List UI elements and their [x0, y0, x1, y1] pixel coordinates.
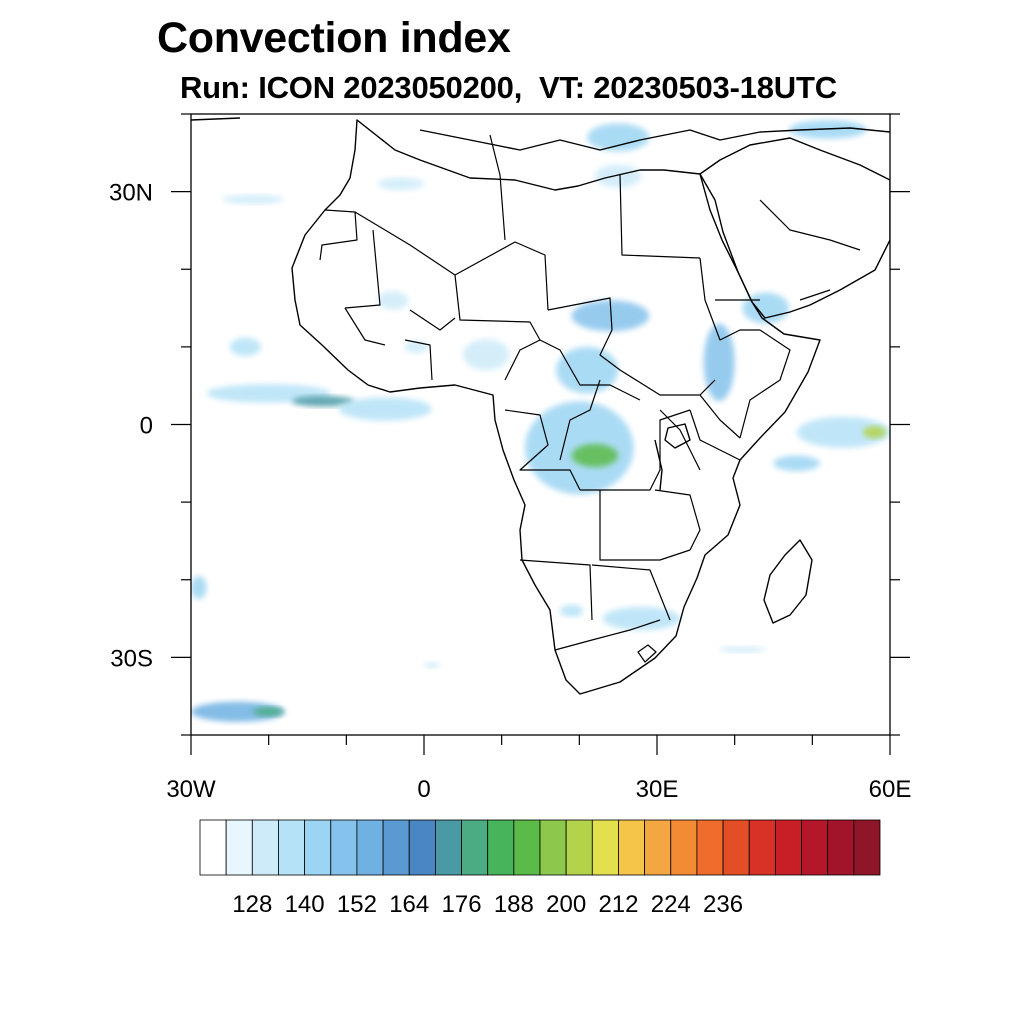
colorbar-label: 224: [651, 891, 691, 918]
colorbar-swatch: [356, 819, 384, 876]
colorbar-swatch: [278, 819, 306, 876]
colorbar-swatch: [225, 819, 253, 876]
colorbar-swatch: [513, 819, 541, 876]
colorbar-swatch: [487, 819, 515, 876]
convection-patch: [602, 606, 681, 631]
colorbar-swatch: [827, 819, 855, 876]
lon-tick-label: 0: [417, 776, 430, 803]
colorbar-label: 140: [285, 891, 325, 918]
convection-patch: [703, 323, 735, 402]
lat-tick-label: 30N: [109, 180, 153, 207]
colorbar-swatch: [670, 819, 698, 876]
colorbar-label: 152: [337, 891, 377, 918]
convection-patch: [291, 395, 355, 407]
lat-tick-label: 30S: [110, 645, 153, 672]
convection-patch: [191, 575, 207, 600]
madagascar-coastline: [763, 539, 813, 624]
colorbar-label: 128: [232, 891, 272, 918]
lon-tick-label: 30W: [166, 776, 216, 803]
convection-patch: [571, 443, 619, 468]
lon-tick-label: 30E: [636, 776, 679, 803]
colorbar-swatch: [696, 819, 724, 876]
coastlines-and-borders: [191, 117, 890, 695]
convection-patch: [773, 455, 821, 472]
lon-tick-label: 60E: [869, 776, 912, 803]
convection-patch: [587, 123, 650, 152]
convection-patch: [559, 604, 584, 618]
convection-patch: [191, 701, 285, 722]
colorbar-label: 212: [598, 891, 638, 918]
convection-patch: [462, 339, 510, 371]
convection-patch: [862, 426, 887, 439]
colorbar-swatch: [591, 819, 619, 876]
convection-patch: [796, 416, 890, 448]
country-borders: [319, 134, 861, 663]
arabia-coastline: [699, 137, 890, 319]
colorbar-label: 176: [442, 891, 482, 918]
colorbar-swatch: [644, 819, 672, 876]
colorbar-swatch: [382, 819, 410, 876]
colorbar-swatch: [461, 819, 489, 876]
colorbar-label: 236: [703, 891, 743, 918]
convection-patch: [571, 300, 650, 332]
colorbar-swatch: [774, 819, 802, 876]
convection-patch: [338, 397, 432, 421]
colorbar-swatch: [304, 819, 332, 876]
colorbar-label: 188: [494, 891, 534, 918]
colorbar-swatch: [853, 819, 881, 876]
convection-patch: [424, 662, 440, 669]
colorbar-swatch: [251, 819, 279, 876]
convection-field: [191, 120, 890, 722]
colorbar-swatch: [408, 819, 436, 876]
convection-patch: [222, 194, 285, 205]
convection-patch: [253, 707, 285, 717]
africa-coastline: [291, 119, 821, 695]
colorbar-swatch: [539, 819, 567, 876]
colorbar-swatch: [434, 819, 462, 876]
colorbar-swatch: [748, 819, 776, 876]
colorbar-swatch: [330, 819, 358, 876]
convection-patch: [719, 646, 766, 653]
colorbar-swatch: [722, 819, 750, 876]
convection-patch: [556, 346, 619, 394]
colorbar-label: 164: [389, 891, 429, 918]
lat-tick-label: 0: [140, 413, 153, 440]
convection-patch: [594, 164, 642, 188]
convection-patch: [377, 177, 425, 191]
colorbar-swatch: [801, 819, 829, 876]
colorbar-label: 200: [546, 891, 586, 918]
lake-tanganyika: [654, 439, 663, 491]
convection-patch: [229, 337, 261, 357]
europe-coastline: [191, 117, 890, 151]
colorbar-swatch: [565, 819, 593, 876]
map-subtitle: Run: ICON 2023050200, VT: 20230503-18UTC: [180, 70, 837, 105]
colorbar-swatch: [618, 819, 646, 876]
axis-ticks: 30W 0 30E 60E 30N 0 30S: [109, 113, 912, 803]
lake-victoria: [664, 423, 691, 449]
map-title: Convection index: [157, 14, 511, 62]
convection-patch: [377, 290, 409, 310]
colorbar: 128 140 152 164 176 188 200 212 224 236: [199, 819, 881, 918]
colorbar-swatch: [199, 819, 227, 876]
